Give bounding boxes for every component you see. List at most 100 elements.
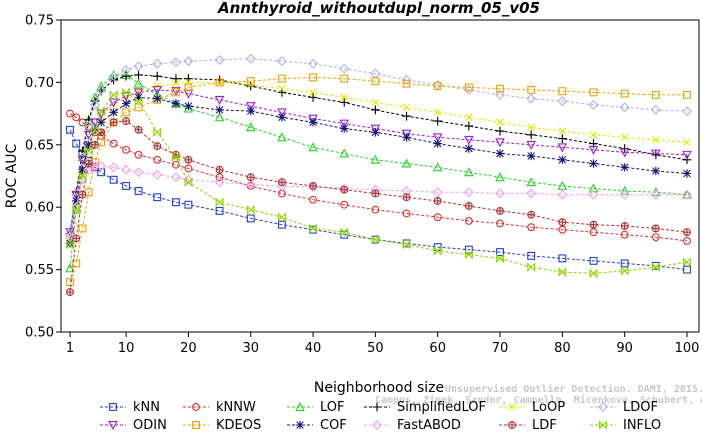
data-point-kdeos xyxy=(558,87,567,96)
data-point-ldof xyxy=(133,61,144,72)
data-point-ldof xyxy=(401,74,412,85)
data-point-ldof xyxy=(308,58,319,69)
legend-marker-knnw xyxy=(192,403,200,411)
data-point-kdeos xyxy=(66,278,74,287)
data-point-knnw xyxy=(340,200,349,209)
data-point-loop xyxy=(496,118,504,127)
data-point-knn xyxy=(72,139,81,148)
data-point-fastabod xyxy=(245,179,256,190)
data-point-fastabod xyxy=(214,177,225,188)
data-point-kdeos xyxy=(496,84,504,93)
legend-item-ldof: LDOF xyxy=(590,400,658,415)
data-point-inflo xyxy=(122,87,131,98)
x-tick-label: 50 xyxy=(367,341,384,356)
legend-item-ldf: LDF xyxy=(499,418,557,433)
data-point-cof xyxy=(682,169,692,178)
legend-item-simplifiedlof: SimplifiedLOF xyxy=(364,400,486,415)
legend-marker-simplifiedlof xyxy=(372,402,382,412)
data-point-ldof xyxy=(108,71,119,82)
data-point-inflo xyxy=(171,152,180,163)
data-point-cof xyxy=(84,140,93,149)
legend-marker-cof xyxy=(295,420,305,430)
data-point-kdeos xyxy=(246,77,255,86)
legend-item-knnw: kNNW xyxy=(183,400,256,415)
legend-label-odin: ODIN xyxy=(133,418,167,433)
data-point-odin xyxy=(183,89,194,99)
data-point-ldof xyxy=(495,89,506,100)
data-point-inflo xyxy=(215,197,224,207)
watermark-line-2: Campos, Zimek, Sander, Campello, Micenko… xyxy=(375,394,702,406)
legend-label-cof: COF xyxy=(320,418,347,433)
data-point-knnw xyxy=(309,195,318,204)
legend-marker-kdeos xyxy=(192,421,200,429)
data-point-ldof xyxy=(526,93,537,104)
data-point-ldof xyxy=(121,64,132,75)
data-point-simplifiedlof xyxy=(464,121,474,131)
data-point-lof xyxy=(214,112,225,122)
data-point-odin xyxy=(83,130,94,140)
data-point-ldof xyxy=(183,56,194,67)
data-point-ldof xyxy=(245,53,256,64)
data-point-lof xyxy=(133,78,144,88)
legend-marker-fastabod xyxy=(372,420,382,430)
data-point-knn xyxy=(134,187,143,195)
data-point-cof xyxy=(308,118,318,127)
data-point-cof xyxy=(371,128,380,137)
series-knnw xyxy=(66,109,691,245)
data-point-odin xyxy=(526,140,537,150)
data-point-inflo xyxy=(527,262,536,272)
data-point-ldf xyxy=(651,224,660,233)
data-point-inflo xyxy=(371,234,380,245)
y-tick-label: 0.70 xyxy=(25,76,54,91)
data-point-loop xyxy=(309,88,317,97)
y-axis: 0.50 0.55 0.60 0.65 0.70 0.75 xyxy=(25,14,61,341)
data-point-fastabod xyxy=(526,188,537,199)
data-point-cof xyxy=(134,93,143,102)
legend-item-inflo: INFLO xyxy=(590,418,661,433)
data-point-ldf xyxy=(371,189,380,198)
data-point-ldof xyxy=(588,99,599,110)
series-line-knn xyxy=(69,129,688,271)
data-point-simplifiedlof xyxy=(402,111,411,121)
data-point-kdeos xyxy=(171,88,180,97)
chart-title: Annthyroid_withoutdupl_norm_05_v05 xyxy=(217,0,540,17)
data-point-knnw xyxy=(620,230,629,239)
data-point-kdeos xyxy=(277,74,286,83)
data-point-inflo xyxy=(558,267,567,277)
series-line-knnw xyxy=(69,113,688,242)
legend-label-loop: LoOP xyxy=(532,400,565,415)
data-point-fastabod xyxy=(133,167,144,178)
data-point-cof xyxy=(78,165,87,174)
series-line-loop xyxy=(69,81,688,239)
data-point-fastabod xyxy=(183,174,194,185)
data-point-lof xyxy=(370,154,381,164)
data-point-knnw xyxy=(72,113,81,122)
data-point-odin xyxy=(171,87,181,97)
data-point-cof xyxy=(651,166,661,176)
data-point-ldf xyxy=(78,190,87,199)
data-point-odin xyxy=(77,155,88,165)
data-point-knnw xyxy=(153,155,162,164)
data-point-simplifiedlof xyxy=(134,70,143,80)
data-point-kdeos xyxy=(371,77,380,86)
data-point-fastabod xyxy=(650,189,661,200)
data-point-lof xyxy=(588,183,599,193)
data-point-kdeos xyxy=(402,79,411,88)
data-point-kdeos xyxy=(340,74,349,83)
data-point-knnw xyxy=(134,150,143,159)
legend-item-cof: COF xyxy=(287,418,347,433)
legend-item-fastabod: FastABOD xyxy=(364,418,461,433)
series-line-ldof xyxy=(69,58,688,235)
data-point-knn xyxy=(527,251,536,260)
data-point-kdeos xyxy=(184,83,193,92)
series-line-simplifiedlof xyxy=(69,74,688,234)
data-point-cof xyxy=(96,118,106,127)
data-point-loop xyxy=(465,113,473,122)
series-line-inflo xyxy=(69,91,688,274)
data-point-simplifiedlof xyxy=(184,74,193,84)
data-point-ldf xyxy=(589,220,598,229)
y-tick-label: 0.65 xyxy=(25,138,54,153)
data-point-knnw xyxy=(122,145,131,154)
x-axis: 1 10 20 30 40 50 60 70 80 90 100 xyxy=(66,332,699,356)
data-point-inflo xyxy=(402,239,411,250)
